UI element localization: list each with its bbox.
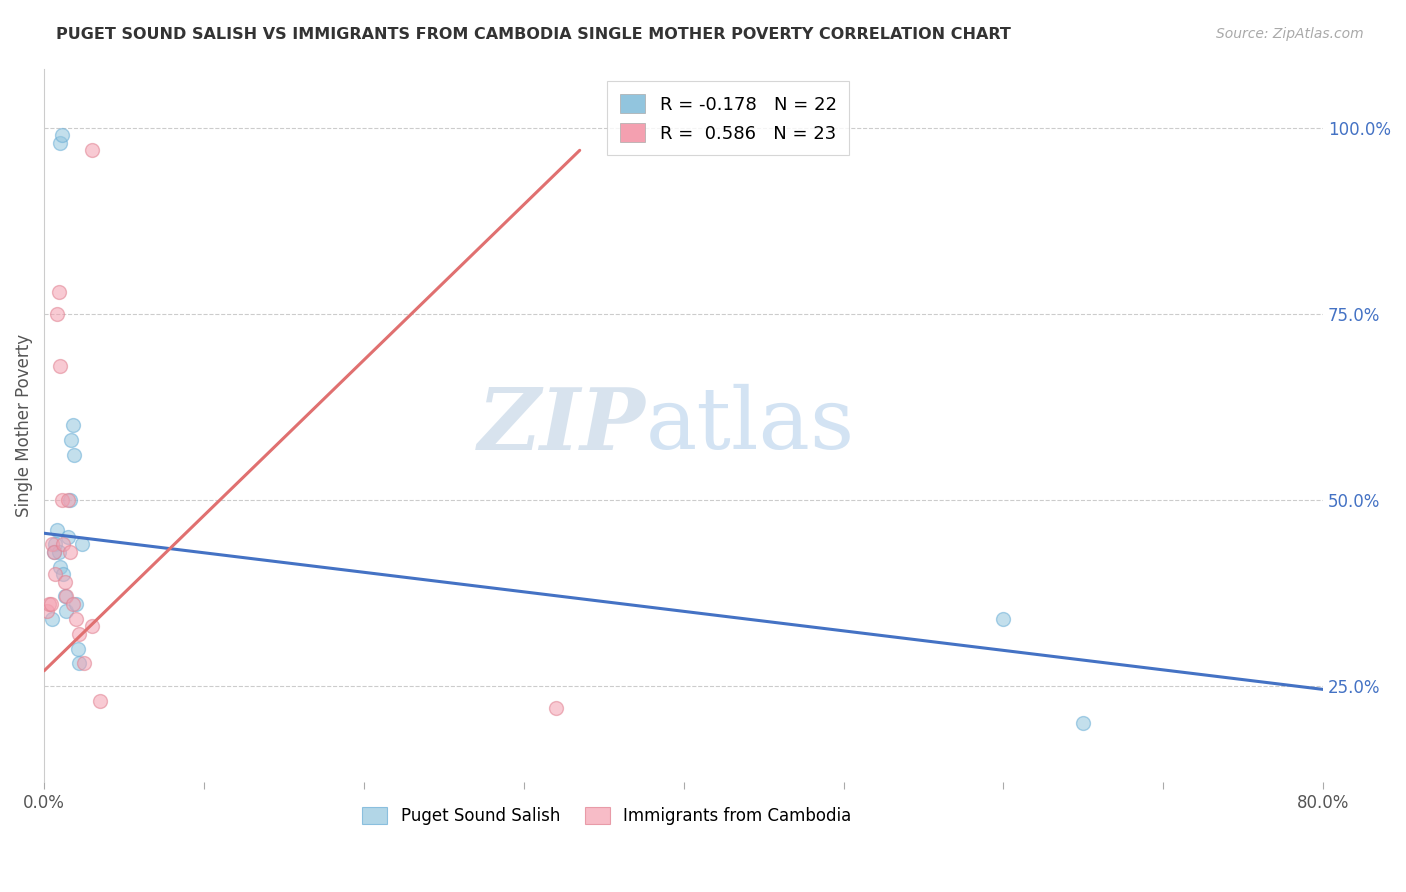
- Puget Sound Salish: [53, 590, 76, 604]
- Immigrants from Cambodia: [45, 307, 67, 321]
- Puget Sound Salish: [72, 537, 94, 551]
- Immigrants from Cambodia: [51, 492, 73, 507]
- Y-axis label: Single Mother Poverty: Single Mother Poverty: [15, 334, 32, 517]
- Puget Sound Salish: [60, 434, 83, 448]
- Puget Sound Salish: [1071, 715, 1094, 730]
- Puget Sound Salish: [48, 545, 70, 559]
- Immigrants from Cambodia: [56, 492, 79, 507]
- Puget Sound Salish: [993, 612, 1015, 626]
- Immigrants from Cambodia: [52, 537, 75, 551]
- Text: PUGET SOUND SALISH VS IMMIGRANTS FROM CAMBODIA SINGLE MOTHER POVERTY CORRELATION: PUGET SOUND SALISH VS IMMIGRANTS FROM CA…: [56, 27, 1011, 42]
- Immigrants from Cambodia: [39, 597, 62, 611]
- Puget Sound Salish: [52, 567, 75, 582]
- Puget Sound Salish: [55, 604, 77, 618]
- Immigrants from Cambodia: [544, 701, 567, 715]
- Puget Sound Salish: [51, 128, 73, 143]
- Immigrants from Cambodia: [44, 567, 66, 582]
- Immigrants from Cambodia: [62, 597, 84, 611]
- Text: atlas: atlas: [645, 384, 855, 467]
- Legend: Puget Sound Salish, Immigrants from Cambodia: Puget Sound Salish, Immigrants from Camb…: [353, 797, 862, 835]
- Puget Sound Salish: [59, 492, 82, 507]
- Immigrants from Cambodia: [80, 619, 103, 633]
- Immigrants from Cambodia: [42, 545, 65, 559]
- Immigrants from Cambodia: [49, 359, 72, 373]
- Puget Sound Salish: [66, 641, 89, 656]
- Immigrants from Cambodia: [37, 604, 59, 618]
- Puget Sound Salish: [42, 545, 65, 559]
- Puget Sound Salish: [49, 136, 72, 150]
- Puget Sound Salish: [44, 537, 66, 551]
- Puget Sound Salish: [56, 530, 79, 544]
- Immigrants from Cambodia: [48, 285, 70, 299]
- Immigrants from Cambodia: [41, 537, 63, 551]
- Immigrants from Cambodia: [65, 612, 87, 626]
- Text: Source: ZipAtlas.com: Source: ZipAtlas.com: [1216, 27, 1364, 41]
- Puget Sound Salish: [65, 597, 87, 611]
- Immigrants from Cambodia: [67, 626, 90, 640]
- Immigrants from Cambodia: [80, 144, 103, 158]
- Puget Sound Salish: [49, 559, 72, 574]
- Puget Sound Salish: [45, 523, 67, 537]
- Immigrants from Cambodia: [89, 693, 111, 707]
- Immigrants from Cambodia: [53, 574, 76, 589]
- Immigrants from Cambodia: [55, 590, 77, 604]
- Puget Sound Salish: [41, 612, 63, 626]
- Puget Sound Salish: [62, 418, 84, 433]
- Immigrants from Cambodia: [38, 597, 60, 611]
- Puget Sound Salish: [67, 657, 90, 671]
- Puget Sound Salish: [63, 448, 86, 462]
- Text: ZIP: ZIP: [478, 384, 645, 467]
- Immigrants from Cambodia: [73, 657, 96, 671]
- Immigrants from Cambodia: [59, 545, 82, 559]
